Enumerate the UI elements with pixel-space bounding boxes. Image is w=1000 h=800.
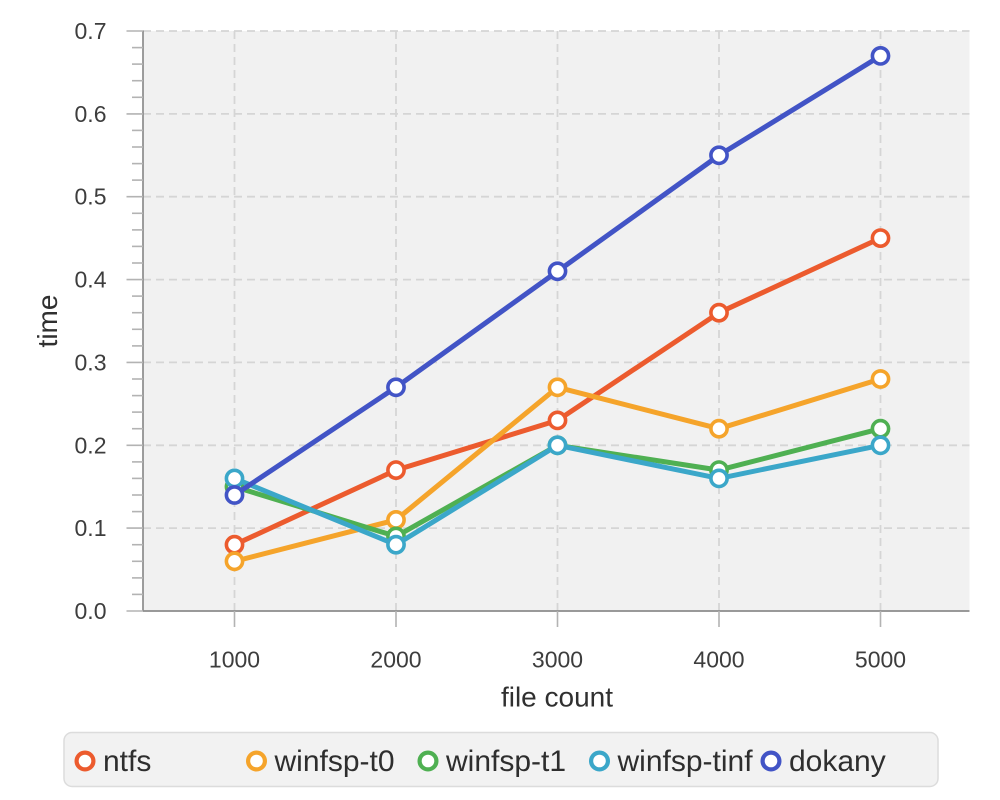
svg-text:winfsp-tinf: winfsp-tinf	[617, 745, 754, 778]
svg-text:winfsp-t1: winfsp-t1	[445, 745, 566, 778]
svg-text:dokany: dokany	[789, 745, 886, 778]
svg-text:time: time	[32, 295, 63, 348]
svg-text:5000: 5000	[855, 647, 906, 673]
svg-text:0.7: 0.7	[75, 18, 107, 44]
svg-text:2000: 2000	[370, 647, 421, 673]
svg-text:0.6: 0.6	[75, 101, 107, 127]
svg-text:1000: 1000	[209, 647, 260, 673]
svg-text:winfsp-t0: winfsp-t0	[274, 745, 395, 778]
svg-text:0.4: 0.4	[75, 267, 107, 293]
svg-text:0.0: 0.0	[75, 598, 107, 624]
svg-text:ntfs: ntfs	[103, 745, 151, 778]
svg-text:0.3: 0.3	[75, 349, 107, 375]
svg-text:file count: file count	[501, 682, 613, 713]
svg-text:0.1: 0.1	[75, 515, 107, 541]
svg-text:0.5: 0.5	[75, 184, 107, 210]
svg-text:0.2: 0.2	[75, 432, 107, 458]
svg-text:3000: 3000	[532, 647, 583, 673]
svg-text:4000: 4000	[693, 647, 744, 673]
